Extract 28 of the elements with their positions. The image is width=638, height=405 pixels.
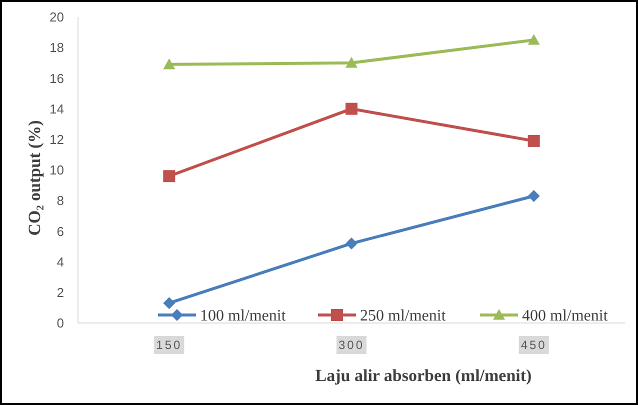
y-tick-label: 6	[56, 224, 64, 239]
y-tick-label: 4	[56, 254, 64, 270]
y-tick-label: 2	[56, 284, 64, 300]
y-tick-label: 18	[50, 40, 64, 56]
x-axis-title: Laju alir absorben (ml/menit)	[315, 366, 532, 385]
x-tick-label: 150	[156, 338, 182, 352]
point	[346, 56, 358, 68]
point	[163, 297, 176, 310]
point	[528, 190, 540, 202]
legend-label: 100 ml/menit	[200, 308, 286, 325]
y-tick-label: 8	[56, 193, 64, 208]
legend-label: 250 ml/menit	[360, 308, 446, 325]
point	[346, 102, 358, 115]
y-tick-label: 16	[50, 70, 64, 86]
y-axis-title: CO₂ output (%)	[25, 120, 44, 236]
y-tick-label: 20	[50, 10, 64, 25]
legend-label: 400 ml/menit	[522, 308, 608, 325]
point	[528, 34, 540, 45]
x-tick-label: 450	[520, 338, 547, 352]
y-tick-label: 14	[50, 101, 64, 116]
y-tick-label: 12	[50, 132, 64, 147]
point	[528, 134, 540, 147]
point	[163, 170, 176, 182]
y-tick-label: 0	[56, 316, 64, 331]
x-tick-label: 300	[338, 338, 365, 352]
point	[163, 58, 176, 70]
point	[346, 237, 358, 250]
y-tick-label: 10	[50, 162, 64, 178]
